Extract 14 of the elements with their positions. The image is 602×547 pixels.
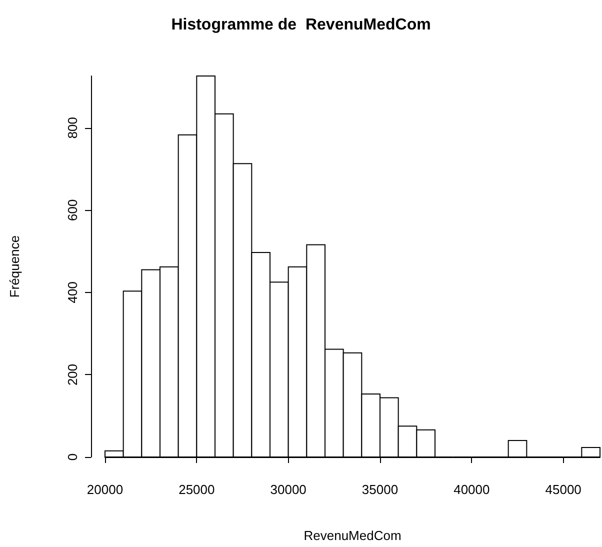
chart-title: Histogramme de RevenuMedCom	[171, 16, 431, 34]
y-tick-label: 600	[65, 199, 80, 221]
y-tick-label: 800	[65, 116, 80, 139]
y-tick-label: 400	[65, 282, 80, 304]
y-tick-label: 0	[65, 453, 80, 461]
y-axis-title: Fréquence	[7, 235, 22, 298]
y-tick-label: 200	[65, 364, 80, 386]
x-axis-title: RevenuMedCom	[304, 528, 402, 543]
x-tick-label: 30000	[270, 482, 306, 497]
x-tick-label: 20000	[86, 482, 124, 497]
x-tick-label: 25000	[178, 482, 215, 497]
x-tick-label: 40000	[454, 482, 490, 497]
x-tick-label: 45000	[545, 482, 582, 497]
x-tick-label: 35000	[362, 482, 398, 497]
